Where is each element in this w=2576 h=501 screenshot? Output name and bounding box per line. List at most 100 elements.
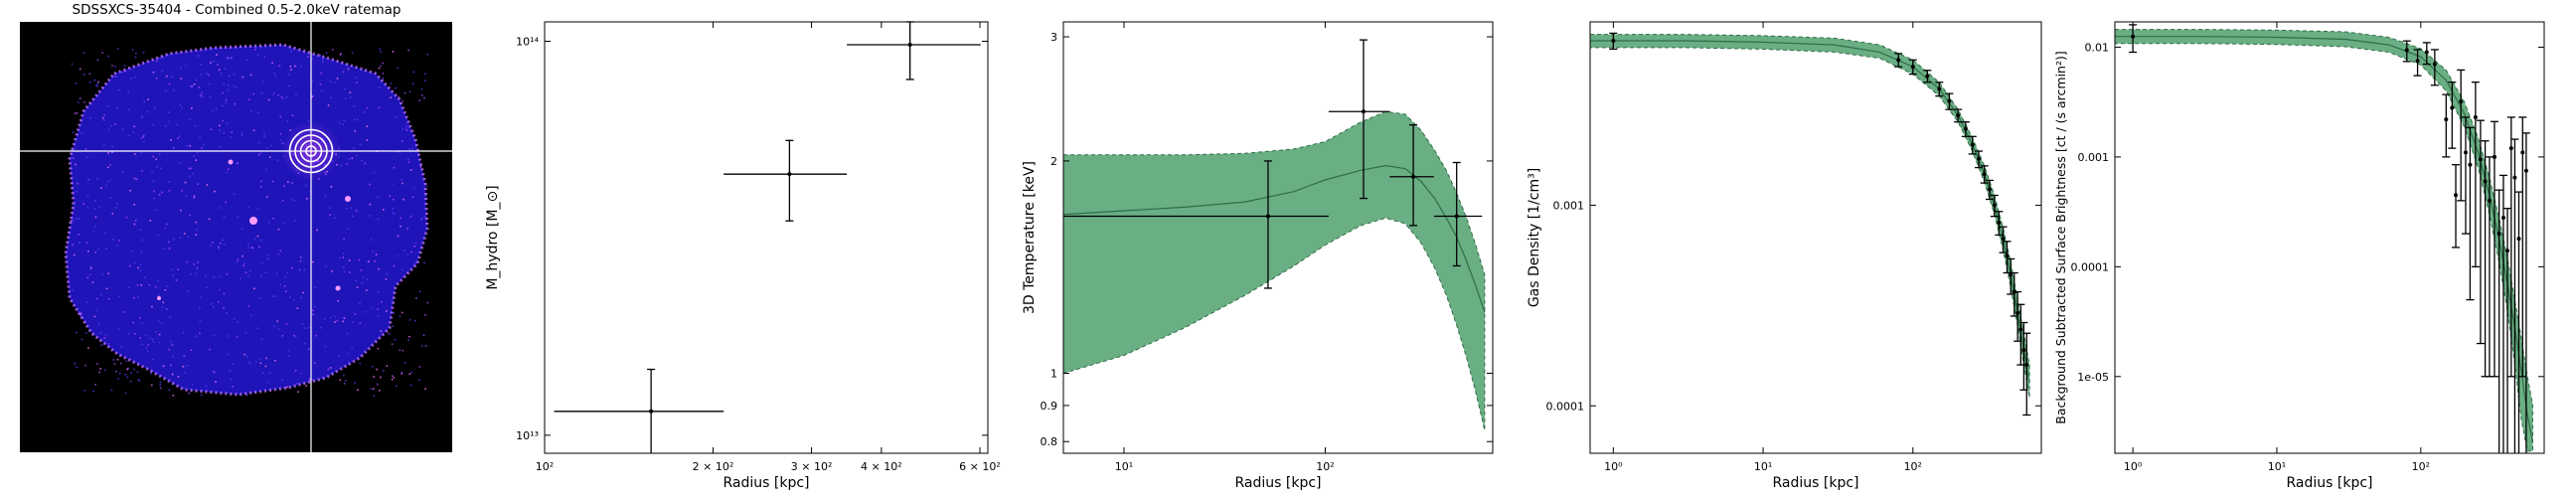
photon-speck [301, 323, 304, 325]
photon-speck [409, 169, 412, 171]
photon-speck [188, 167, 191, 170]
photon-speck [283, 185, 285, 188]
photon-speck [149, 337, 151, 340]
photon-speck [315, 334, 317, 337]
y-tick-label: 1e-05 [2077, 371, 2109, 384]
photon-speck [193, 155, 196, 158]
photon-speck [149, 220, 152, 222]
photon-speck [378, 267, 380, 270]
photon-speck [347, 228, 349, 230]
photon-speck [236, 86, 238, 88]
photon-speck [247, 247, 250, 249]
data-point [1937, 86, 1942, 91]
photon-speck [340, 52, 343, 55]
photon-speck [305, 385, 307, 387]
photon-speck [300, 66, 302, 68]
photon-speck [104, 334, 107, 336]
photon-speck [118, 295, 120, 297]
photon-speck [279, 132, 282, 135]
photon-speck [158, 341, 161, 344]
photon-speck [232, 363, 235, 366]
photon-speck [76, 191, 79, 193]
photon-speck [409, 384, 412, 387]
confidence-band [2114, 29, 2533, 452]
photon-speck [272, 217, 274, 220]
photon-speck [339, 379, 341, 382]
photon-speck [165, 125, 167, 127]
x-axis-label: Radius [kpc] [1772, 475, 1858, 491]
photon-speck [366, 139, 369, 141]
photon-speck [379, 86, 381, 88]
photon-speck [343, 383, 346, 385]
photon-speck [403, 362, 406, 364]
photon-speck [87, 179, 90, 181]
photon-speck [105, 287, 108, 290]
photon-speck [408, 319, 411, 321]
photon-speck [339, 54, 342, 56]
photon-speck [232, 386, 234, 388]
data-point [1997, 220, 2002, 225]
photon-speck [294, 336, 297, 338]
photon-speck [418, 290, 421, 293]
photon-speck [249, 362, 251, 365]
photon-speck [342, 123, 344, 125]
photon-speck [197, 261, 199, 263]
photon-speck [177, 376, 180, 378]
photon-speck [168, 190, 171, 192]
photon-speck [231, 57, 233, 60]
data-point [1987, 187, 1992, 192]
photon-speck [155, 60, 158, 63]
photon-speck [141, 239, 144, 242]
photon-speck [285, 96, 288, 98]
photon-speck [190, 273, 192, 275]
photon-speck [373, 376, 375, 378]
photon-speck [158, 194, 161, 196]
photon-speck [264, 365, 267, 368]
photon-speck [217, 64, 219, 66]
bright-source [228, 159, 234, 165]
photon-speck [261, 262, 263, 264]
photon-speck [336, 78, 339, 80]
photon-speck [424, 73, 426, 76]
photon-speck [395, 86, 397, 89]
photon-speck [128, 134, 130, 136]
photon-speck [359, 362, 361, 365]
photon-speck [231, 131, 234, 133]
photon-speck [336, 320, 339, 322]
photon-speck [389, 195, 391, 197]
photon-speck [101, 52, 103, 54]
confidence-band [1589, 34, 2030, 398]
photon-speck [380, 65, 382, 68]
photon-speck [98, 206, 100, 209]
data-point [2520, 150, 2525, 155]
data-point [2523, 168, 2528, 173]
photon-speck [218, 145, 221, 148]
photon-speck [84, 364, 86, 367]
data-point [1361, 109, 1366, 114]
photon-speck [226, 335, 229, 337]
photon-speck [254, 49, 256, 51]
x-tick-label: 10¹ [1754, 460, 1772, 473]
photon-speck [188, 392, 190, 395]
photon-speck [344, 97, 347, 100]
photon-speck [227, 84, 230, 86]
photon-speck [71, 289, 74, 291]
data-point [2512, 175, 2517, 180]
photon-speck [143, 141, 145, 143]
photon-speck [265, 168, 267, 171]
data-point [2444, 117, 2449, 122]
photon-speck [71, 149, 73, 152]
x-tick-label: 10⁰ [2124, 460, 2143, 473]
photon-speck [107, 343, 110, 345]
photon-speck [83, 74, 85, 76]
y-tick-label: 3 [1050, 31, 1057, 44]
photon-speck [88, 73, 91, 76]
y-tick-label: 0.001 [1553, 199, 1585, 212]
photon-speck [256, 235, 259, 238]
photon-speck [191, 85, 194, 87]
chart-frame [544, 21, 989, 454]
photon-speck [283, 222, 285, 225]
photon-speck [227, 88, 229, 91]
photon-speck [283, 285, 286, 287]
photon-speck [210, 245, 212, 248]
